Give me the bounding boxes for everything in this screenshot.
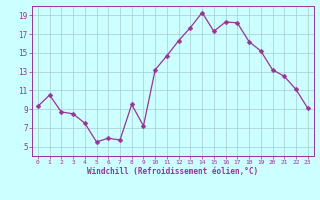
X-axis label: Windchill (Refroidissement éolien,°C): Windchill (Refroidissement éolien,°C)	[87, 167, 258, 176]
